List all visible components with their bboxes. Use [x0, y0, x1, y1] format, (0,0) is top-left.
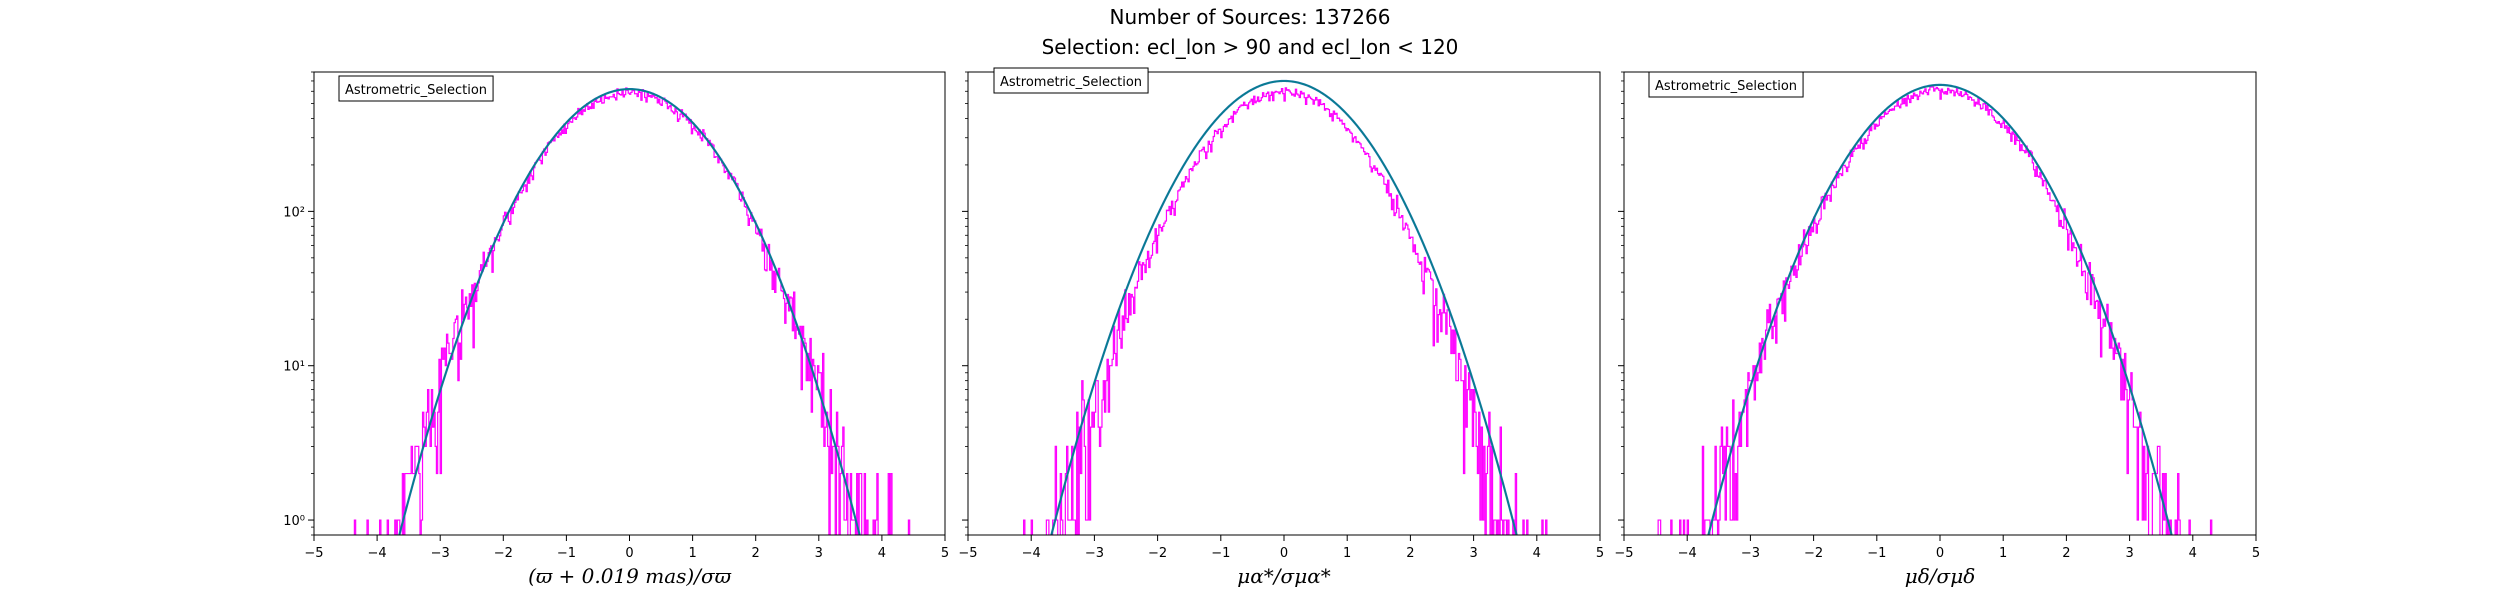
model-curve [398, 87, 861, 535]
x-tick-label: 5 [941, 546, 949, 561]
legend: Astrometric_Selection [338, 75, 494, 102]
x-tick-label: −1 [1211, 546, 1230, 561]
x-tick-label: −2 [1804, 546, 1823, 561]
x-tick-label: −1 [1867, 546, 1886, 561]
y-tick-label: 10¹ [283, 360, 305, 375]
x-tick-label: −1 [557, 546, 576, 561]
histogram-series [1023, 87, 1548, 535]
x-tick-label: −3 [431, 546, 450, 561]
model-curve [1707, 83, 2173, 535]
legend-label: Astrometric_Selection [1655, 79, 1797, 94]
x-tick-label: 4 [1533, 546, 1541, 561]
plot-area [353, 87, 911, 535]
panel-pmra: −5 −4 −3 −2 −1 0 1 2 3 4 5 Astrometric_Selection μα*… [958, 67, 1604, 588]
legend-box [993, 67, 1149, 94]
x-tick-label: −3 [1085, 546, 1104, 561]
y-tick-label: 10² [283, 205, 305, 220]
x-tick-label: 2 [1406, 546, 1414, 561]
x-tick-label: 0 [1280, 546, 1288, 561]
x-tick-label: −2 [1148, 546, 1167, 561]
x-tick-label: −4 [1678, 546, 1697, 561]
legend-box [338, 75, 494, 102]
plot-area [1657, 83, 2213, 535]
x-tick-label: −5 [958, 546, 977, 561]
histogram-series [353, 87, 911, 535]
legend-label: Astrometric_Selection [345, 83, 487, 98]
x-tick-label: 5 [1596, 546, 1604, 561]
model-curve-overlay [1707, 84, 2173, 535]
x-tick-label: 5 [2252, 546, 2260, 561]
figure-title-line1: Number of Sources: 137266 [1110, 5, 1391, 29]
x-tick-label: −2 [494, 546, 513, 561]
panel-pmdec: −5 −4 −3 −2 −1 0 1 2 3 4 5 Astrometric_Selection μδ/… [1614, 71, 2260, 588]
axes-frame [313, 71, 946, 536]
x-tick-label: −4 [1022, 546, 1041, 561]
x-tick-label: 1 [688, 546, 696, 561]
x-tick-label: 1 [1343, 546, 1351, 561]
x-axis-label: μα*/σμα* [1237, 564, 1330, 588]
y-tick-label: 10⁰ [283, 514, 305, 529]
x-tick-label: 4 [878, 546, 886, 561]
x-tick-label: −4 [368, 546, 387, 561]
x-tick-label: −3 [1741, 546, 1760, 561]
x-tick-label: 2 [752, 546, 760, 561]
x-tick-label: −5 [304, 546, 323, 561]
x-tick-label: 0 [625, 546, 633, 561]
legend: Astrometric_Selection [993, 67, 1149, 94]
x-tick-label: 3 [815, 546, 823, 561]
plot-area [1023, 79, 1548, 535]
legend-label: Astrometric_Selection [1000, 75, 1142, 90]
figure-title-line2: Selection: ecl_lon > 90 and ecl_lon < 12… [1042, 35, 1459, 59]
model-curve [1050, 79, 1518, 535]
model-curve-overlay [1050, 80, 1518, 535]
x-tick-label: 0 [1936, 546, 1944, 561]
axes-frame [1623, 71, 2257, 536]
legend: Astrometric_Selection [1648, 71, 1804, 98]
x-tick-label: 4 [2189, 546, 2197, 561]
x-axis-label: μδ/σμδ [1905, 564, 1975, 588]
model-curve-overlay [398, 88, 861, 535]
axes-frame [967, 71, 1601, 536]
legend-box [1648, 71, 1804, 98]
x-tick-label: 1 [1999, 546, 2007, 561]
panel-parallax: −5 −4 −3 −2 −1 0 1 2 3 4 5 10⁰ 10¹ 10² Astrometric_Sel… [283, 71, 949, 588]
x-axis-label: (ϖ + 0.019 mas)/σϖ [528, 564, 732, 588]
x-tick-label: 3 [1469, 546, 1477, 561]
x-tick-label: 2 [2062, 546, 2070, 561]
x-tick-label: 3 [2125, 546, 2133, 561]
histogram-series [1657, 86, 2213, 535]
x-tick-label: −5 [1614, 546, 1633, 561]
